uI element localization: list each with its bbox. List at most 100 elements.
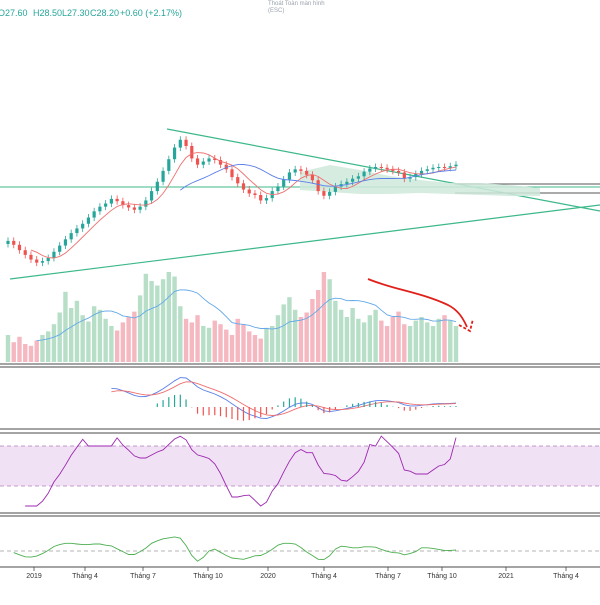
time-axis-label: 2021 bbox=[498, 573, 514, 580]
candle-body bbox=[241, 183, 246, 190]
time-axis-label: Tháng 4 bbox=[553, 573, 579, 580]
volume-bar bbox=[327, 279, 332, 362]
candle-body bbox=[224, 164, 228, 170]
candle-body bbox=[92, 211, 96, 218]
volume-bar bbox=[166, 272, 172, 362]
time-axis-group: 2019 Tháng 4 Tháng 7 Tháng 10 2020 Tháng 4 Thá… bbox=[26, 567, 579, 580]
volume-bar bbox=[40, 335, 45, 362]
candle-body bbox=[17, 244, 22, 251]
candle-body bbox=[425, 169, 429, 171]
volume-bar bbox=[160, 279, 166, 362]
volume-bar bbox=[396, 311, 401, 362]
upper-trendline bbox=[166, 128, 600, 212]
ohlc-close: C28.20 bbox=[90, 8, 119, 18]
candle-body bbox=[167, 159, 171, 171]
lower-trendline bbox=[9, 204, 600, 280]
candle-body bbox=[322, 191, 326, 196]
volume-bar bbox=[235, 318, 240, 362]
volume-bar bbox=[132, 311, 137, 362]
volume-bar bbox=[97, 309, 103, 362]
volume-bar bbox=[137, 295, 143, 362]
time-axis-label: Tháng 10 bbox=[427, 573, 457, 580]
indicator-lines-group bbox=[13, 152, 457, 562]
candle-body bbox=[362, 171, 366, 177]
candle-body bbox=[46, 258, 50, 262]
exit-fullscreen-hint[interactable]: Thoát Toàn màn hình (ESC) bbox=[268, 1, 325, 15]
volume-bar bbox=[419, 317, 424, 362]
candle-body bbox=[86, 217, 91, 224]
volume-bar bbox=[430, 326, 436, 362]
volume-bar bbox=[218, 324, 223, 362]
candle-body bbox=[201, 161, 205, 165]
volume-bar bbox=[206, 327, 212, 362]
volume-bar bbox=[23, 344, 28, 362]
candle-body bbox=[385, 167, 389, 170]
candle-body bbox=[213, 158, 217, 160]
volume-bar bbox=[80, 315, 85, 362]
rsi-overbought-oversold-band bbox=[0, 446, 600, 486]
volume-bar bbox=[275, 315, 281, 362]
volume-bar bbox=[17, 336, 22, 362]
candle-body bbox=[236, 177, 240, 184]
volume-bar bbox=[229, 335, 235, 362]
volume-bar bbox=[178, 306, 183, 362]
volume-bar bbox=[379, 320, 384, 362]
candle-body bbox=[58, 245, 62, 252]
candle-body bbox=[52, 251, 56, 258]
volume-bar bbox=[333, 300, 338, 362]
volume-bar bbox=[264, 327, 269, 362]
candle-body bbox=[299, 169, 303, 171]
candle-body bbox=[132, 207, 136, 210]
volume-bar bbox=[287, 297, 292, 362]
volume-bar bbox=[183, 318, 189, 362]
volume-bar bbox=[448, 320, 453, 362]
volume-bar bbox=[356, 318, 361, 362]
candle-body bbox=[161, 170, 165, 182]
volume-bar bbox=[367, 315, 373, 362]
candle-body bbox=[40, 261, 45, 263]
volume-bar bbox=[212, 320, 217, 362]
exit-fullscreen-line1: Thoát Toàn màn hình bbox=[268, 1, 325, 7]
volume-bar bbox=[442, 315, 447, 362]
volume-bar bbox=[57, 312, 62, 362]
candle-body bbox=[328, 191, 332, 196]
volume-bar bbox=[413, 320, 418, 362]
volume-bar bbox=[155, 285, 160, 362]
ohlc-change: +0.60 (+2.17%) bbox=[120, 8, 182, 18]
volume-bar bbox=[402, 324, 407, 362]
ichimoku-cloud bbox=[300, 165, 540, 196]
volume-bar bbox=[103, 318, 108, 362]
annotation-arrowhead bbox=[458, 318, 474, 333]
candle-body bbox=[63, 239, 68, 246]
candle-body bbox=[379, 167, 383, 168]
volume-bar bbox=[195, 315, 200, 362]
ohlc-high: H28.50 bbox=[33, 8, 62, 18]
volume-bar bbox=[114, 330, 120, 362]
candle-body bbox=[408, 177, 412, 179]
candle-body bbox=[437, 167, 441, 168]
volume-bar bbox=[321, 272, 327, 362]
volume-bar bbox=[425, 322, 430, 362]
volume-bar bbox=[292, 309, 298, 362]
volume-bar bbox=[407, 326, 413, 362]
volume-bar bbox=[350, 308, 355, 362]
volume-bar bbox=[241, 324, 246, 362]
candle-body bbox=[81, 223, 85, 229]
candle-body bbox=[351, 178, 355, 182]
volume-bar bbox=[46, 331, 51, 362]
volume-bars-group bbox=[5, 272, 459, 362]
candle-body bbox=[172, 147, 177, 160]
volume-bar bbox=[373, 309, 378, 362]
volume-bar bbox=[34, 340, 39, 362]
volume-bar bbox=[310, 299, 315, 362]
candle-body bbox=[195, 158, 200, 165]
volume-bar bbox=[189, 322, 194, 362]
volume-bar bbox=[149, 281, 154, 362]
candle-body bbox=[305, 170, 309, 175]
volume-bar bbox=[453, 326, 459, 362]
exit-fullscreen-line2: (ESC) bbox=[268, 8, 285, 14]
candle-body bbox=[316, 180, 320, 192]
time-axis-label: Tháng 4 bbox=[72, 573, 98, 580]
volume-bar bbox=[270, 326, 275, 362]
